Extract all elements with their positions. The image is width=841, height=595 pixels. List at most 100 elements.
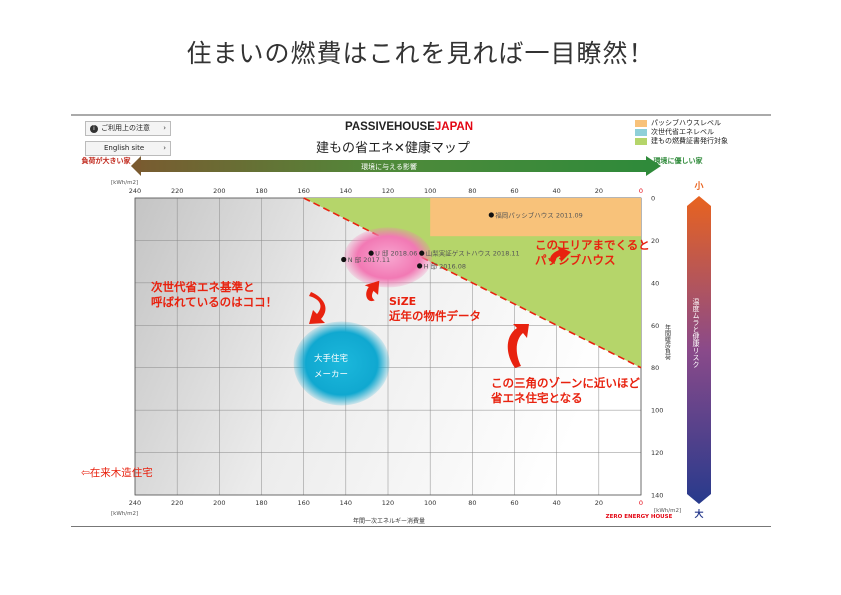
data-points: 福岡パッシブハウス 2011.09 U 邸 2018.06 山梨実証ゲストハウス 2… [341, 210, 583, 270]
x-tick-label: 40 [553, 187, 561, 195]
x-tick-label: 160 [297, 499, 309, 507]
y-tick-label: 120 [651, 449, 663, 457]
environment-impact-bar: 環境に与える影響 負荷が大きい家 環境に優しい家 [82, 156, 704, 176]
x-tick-label: 160 [297, 187, 309, 195]
info-icon: i [90, 125, 98, 133]
x-tick-label: 120 [382, 499, 394, 507]
curved-arrow-icon [507, 324, 529, 368]
risk-small-label: 小 [693, 180, 703, 192]
annotation-arrows [309, 246, 571, 368]
x-tick-label: 0 [639, 499, 643, 507]
legend: パッシブハウスレベル 次世代省エネレベル 建もの燃費証書発行対象 [635, 119, 728, 146]
y-tick-label: 20 [651, 237, 659, 245]
slide-title: 住まいの燃費はこれを見れば一目瞭然！ [186, 39, 655, 68]
boundary-dashed-line [303, 197, 642, 369]
chart-canvas: 環境に与える影響 負荷が大きい家 環境に優しい家 福岡パッシブハウス 2011.… [71, 114, 771, 525]
english-site-label: English site [104, 144, 145, 152]
x-tick-label: 0 [639, 187, 643, 195]
x-axis-title: 年間一次エネルギー消費量 [353, 517, 425, 525]
y-unit: [kWh/m2] [654, 508, 681, 514]
impact-bar-label: 環境に与える影響 [361, 162, 417, 171]
data-point-label: 山梨実証ゲストハウス 2018.11 [426, 249, 520, 258]
passivehouse-japan-logo: PASSIVEHOUSEJAPAN [345, 121, 474, 133]
data-point-label: N 邸 2017.11 [348, 256, 390, 264]
health-risk-bar: 小 大 温度ムラと健康リスク [687, 180, 711, 520]
x-tick-label: 140 [340, 499, 352, 507]
x-tick-label: 220 [171, 499, 183, 507]
legend-item: パッシブハウスレベル [635, 119, 728, 128]
triangle-annotation: この三角のゾーンに近いほど 省エネ住宅となる [491, 376, 640, 405]
certificate-zone [303, 198, 641, 368]
data-point-label: 福岡パッシブハウス 2011.09 [495, 210, 582, 219]
data-point [341, 256, 347, 263]
data-point [488, 212, 494, 218]
arrow-head-right-icon [646, 156, 661, 176]
x-tick-label: 80 [468, 499, 476, 507]
clusters [293, 227, 432, 406]
data-point-label: H 邸 2016.08 [424, 262, 466, 270]
data-point [368, 250, 374, 256]
usage-notice-button[interactable]: i ご利用上の注意 › [85, 121, 171, 136]
x-unit-top: [kWh/m2] [111, 180, 138, 186]
usage-notice-label: ご利用上の注意 [101, 124, 150, 132]
x-tick-label: 120 [382, 187, 394, 195]
curved-arrow-icon [550, 246, 571, 264]
risk-large-label: 大 [694, 508, 703, 520]
x-unit-bottom: [kWh/m2] [111, 511, 138, 517]
legend-item: 建もの燃費証書発行対象 [635, 137, 728, 146]
y-tick-label: 140 [651, 492, 663, 500]
x-tick-label: 200 [213, 187, 225, 195]
x-tick-label: 40 [553, 499, 561, 507]
legend-swatch [635, 137, 647, 145]
x-tick-label: 220 [171, 187, 183, 195]
y-tick-label: 60 [651, 322, 659, 330]
x-tick-label: 80 [468, 187, 476, 195]
legend-swatch [635, 128, 647, 136]
data-point [419, 250, 425, 256]
grid-lines [134, 197, 642, 496]
bottom-rule [71, 526, 771, 527]
x-tick-label: 60 [510, 187, 518, 195]
y-axis-title: 年間暖房負荷 [664, 323, 671, 361]
chevron-right-icon: › [163, 144, 166, 152]
energy-health-map: i ご利用上の注意 › English site › PASSIVEHOUSEJAPA… [71, 114, 771, 530]
curved-arrow-icon [309, 292, 326, 324]
major-makers-cluster [293, 321, 390, 406]
x-tick-label: 200 [213, 499, 225, 507]
x-tick-labels-top: 240 220 200 180 160 140 120 100 80 60 40 20 0 [129, 187, 643, 195]
x-tick-label: 100 [424, 187, 436, 195]
risk-bar-label: 温度ムラと健康リスク [692, 297, 700, 368]
x-tick-label: 140 [340, 187, 352, 195]
zero-energy-label: ZERO ENERGY HOUSE [606, 514, 673, 520]
passive-area-annotation: このエリアまでくると パッシブハウス [535, 238, 650, 267]
x-tick-label: 180 [255, 499, 267, 507]
x-tick-label: 240 [129, 187, 141, 195]
data-point [417, 263, 423, 269]
legend-item: 次世代省エネレベル [635, 128, 728, 137]
x-tick-labels-bottom: 240 220 200 180 160 140 120 100 80 60 40 20 0 [129, 499, 643, 507]
zones [303, 197, 642, 369]
curved-arrow-icon [364, 280, 380, 302]
x-tick-label: 20 [595, 499, 603, 507]
recent-data-annotation: SiZE 近年の物件データ [389, 295, 481, 323]
recent-projects-cluster [344, 227, 432, 288]
chevron-right-icon: › [163, 124, 166, 132]
x-tick-label: 100 [424, 499, 436, 507]
data-point-label: U 邸 2018.06 [375, 250, 417, 258]
x-tick-label: 240 [129, 499, 141, 507]
english-site-button[interactable]: English site › [85, 141, 171, 156]
standard-annotation: 次世代省エネ基準と 呼ばれているのはココ！ [151, 280, 278, 309]
y-tick-labels: 0 20 40 60 80 100 120 140 [651, 195, 663, 500]
passive-house-zone [430, 198, 641, 237]
x-tick-label: 20 [595, 187, 603, 195]
eco-label: 環境に優しい家 [654, 156, 704, 165]
conventional-house-label: ⇦在来木造住宅 [81, 467, 153, 479]
y-tick-label: 80 [651, 364, 659, 372]
arrow-head-left-icon [131, 156, 141, 176]
y-tick-label: 0 [651, 195, 655, 203]
x-tick-label: 60 [510, 499, 518, 507]
map-title: 建もの省エネ✕健康マップ [316, 141, 470, 156]
x-tick-label: 180 [255, 187, 267, 195]
y-tick-label: 100 [651, 407, 663, 415]
heavy-load-label: 負荷が大きい家 [82, 156, 132, 165]
